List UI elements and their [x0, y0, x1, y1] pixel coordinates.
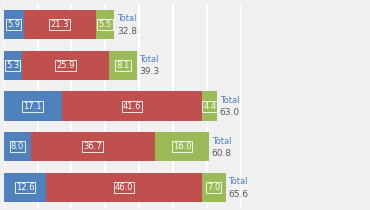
Text: 65.6: 65.6: [228, 190, 248, 198]
Bar: [61, 91, 202, 121]
Text: 46.0: 46.0: [115, 183, 133, 192]
Text: 60.8: 60.8: [212, 149, 232, 158]
Bar: [109, 51, 137, 80]
Bar: [202, 173, 226, 202]
Text: 8.0: 8.0: [11, 142, 24, 151]
Text: Total: Total: [212, 136, 231, 146]
Text: 21.3: 21.3: [50, 20, 69, 29]
Bar: [4, 10, 24, 39]
Text: 5.3: 5.3: [6, 61, 19, 70]
Text: 16.0: 16.0: [173, 142, 191, 151]
Bar: [4, 173, 46, 202]
Text: 12.6: 12.6: [16, 183, 34, 192]
Bar: [4, 51, 21, 80]
Text: 7.0: 7.0: [207, 183, 221, 192]
Bar: [155, 132, 209, 161]
Text: 17.1: 17.1: [23, 102, 42, 110]
Bar: [4, 91, 61, 121]
Text: 5.5: 5.5: [98, 20, 112, 29]
Text: 25.9: 25.9: [56, 61, 75, 70]
Bar: [24, 10, 96, 39]
Text: 41.6: 41.6: [123, 102, 141, 110]
Text: Total: Total: [228, 177, 248, 186]
Bar: [21, 51, 109, 80]
Text: 4.4: 4.4: [203, 102, 216, 110]
Bar: [31, 132, 155, 161]
Text: 32.8: 32.8: [117, 27, 137, 35]
Bar: [4, 132, 31, 161]
Text: 8.1: 8.1: [116, 61, 130, 70]
Text: Total: Total: [220, 96, 239, 105]
Text: 36.7: 36.7: [84, 142, 102, 151]
Text: 5.9: 5.9: [7, 20, 20, 29]
Text: 39.3: 39.3: [139, 67, 159, 76]
Bar: [46, 173, 202, 202]
Text: Total: Total: [139, 55, 159, 64]
Bar: [202, 91, 217, 121]
Text: Total: Total: [117, 14, 137, 23]
Bar: [96, 10, 114, 39]
Text: 63.0: 63.0: [220, 108, 240, 117]
